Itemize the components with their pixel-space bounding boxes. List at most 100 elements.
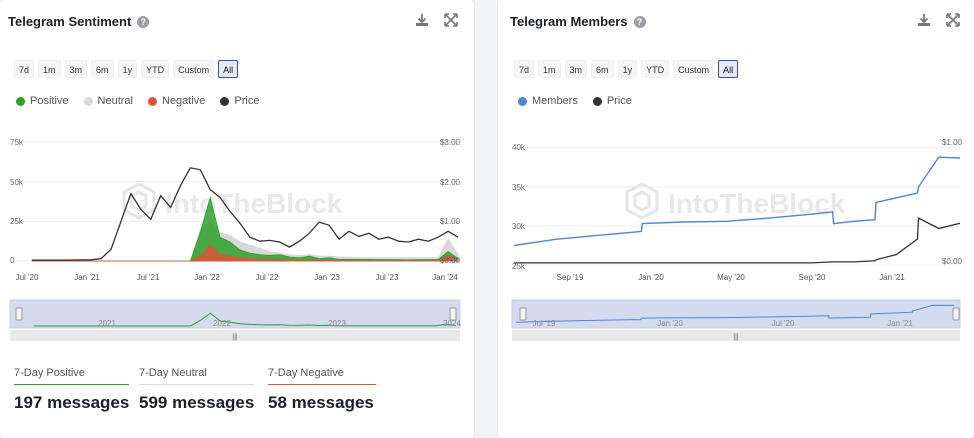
range-1m-button[interactable]: 1m [38, 60, 61, 78]
watermark-logo-icon [122, 182, 156, 220]
y-left-tick: 25k [512, 262, 526, 271]
range-3m-button[interactable]: 3m [64, 60, 88, 78]
legend-item-price[interactable]: Price [592, 95, 632, 107]
range-1y-button[interactable]: 1y [117, 60, 138, 78]
range-custom-button[interactable]: Custom [173, 60, 215, 78]
range-navigator[interactable]: Jul '19 Jan '20 Jul '20 Jan '21 ||| [511, 299, 961, 341]
range-ytd-button[interactable]: YTD [641, 60, 670, 78]
x-tick: Jan '20 [638, 273, 664, 282]
stat-label: 7-Day Positive [14, 367, 129, 385]
stat-label: 7-Day Neutral [139, 367, 254, 385]
legend-dot [220, 96, 230, 106]
range-all-button[interactable]: All [218, 60, 239, 78]
help-icon[interactable]: ? [633, 16, 646, 28]
scrollbar-grip-icon[interactable]: ||| [232, 334, 238, 341]
y-left-tick: 25k [10, 217, 24, 226]
watermark-text: IntoTheBlock [668, 188, 846, 219]
navigator-left-handle[interactable] [15, 307, 23, 321]
navigator-tick: 2024 [443, 319, 461, 328]
legend-item-negative[interactable]: Negative [148, 95, 205, 107]
navigator-tick: Jul '20 [772, 319, 795, 328]
range-navigator[interactable]: 2021 2022 2023 2024 ||| [9, 299, 461, 341]
telegram-members-panel: Telegram Members? 7d 1m 3m 6m 1y YTD Cus… [498, 0, 974, 438]
x-tick: Jul '22 [256, 273, 279, 282]
y-left-tick: 30k [512, 222, 526, 231]
navigator-tick: 2023 [328, 319, 346, 328]
range-ytd-button[interactable]: YTD [141, 60, 170, 78]
y-right-tick: $1.00 [942, 138, 963, 147]
range-custom-button[interactable]: Custom [673, 60, 715, 78]
navigator-right-handle[interactable] [952, 307, 960, 321]
stat-7day-positive: 7-Day Positive 197 messages [14, 367, 129, 413]
range-7d-button[interactable]: 7d [514, 60, 535, 78]
x-tick: Jan '21 [74, 273, 100, 282]
y-left-tick: 0 [10, 256, 15, 265]
x-tick: Jan '22 [194, 273, 220, 282]
range-selector: 7d 1m 3m 6m 1y YTD Custom All [14, 60, 239, 78]
navigator-right-handle[interactable] [449, 307, 457, 321]
legend-dot [592, 96, 602, 106]
help-icon[interactable]: ? [137, 16, 150, 28]
members-chart: IntoTheBlock 40k 35k 30k 25k $1.00 $0.00… [511, 138, 963, 341]
legend-item-price[interactable]: Price [220, 95, 259, 107]
series-price-line [31, 167, 459, 261]
download-icon[interactable] [916, 12, 932, 28]
telegram-sentiment-panel: Telegram Sentiment? 7d 1m 3m 6m 1y YTD C… [0, 0, 474, 438]
legend-item-neutral[interactable]: Neutral [83, 95, 133, 107]
panel-title: Telegram Members? [510, 14, 646, 29]
panel-title: Telegram Sentiment? [8, 14, 150, 29]
range-selector: 7d 1m 3m 6m 1y YTD Custom All [514, 60, 739, 78]
scrollbar-grip-icon[interactable]: ||| [733, 334, 739, 341]
legend-dot [148, 96, 157, 106]
stat-7day-negative: 7-Day Negative 58 messages [268, 367, 376, 413]
x-tick: Jul '21 [137, 273, 160, 282]
x-tick: Jul '23 [376, 273, 399, 282]
range-3m-button[interactable]: 3m [564, 60, 588, 78]
expand-icon[interactable] [443, 12, 459, 28]
x-tick: Jan '21 [879, 273, 905, 282]
watermark: IntoTheBlock [122, 182, 343, 220]
navigator-tick: 2021 [98, 319, 116, 328]
navigator-series [515, 304, 955, 323]
x-tick: Jul '20 [16, 273, 39, 282]
navigator-series [33, 312, 457, 327]
stat-label: 7-Day Negative [268, 367, 376, 385]
x-tick: May '20 [717, 273, 745, 282]
sentiment-chart: IntoTheBlock 75k 50k 25k 0 $3.00 $2.00 $… [9, 138, 461, 341]
navigator-tick: Jul '19 [533, 319, 556, 328]
y-left-tick: 35k [512, 183, 526, 192]
range-6m-button[interactable]: 6m [91, 60, 114, 78]
range-6m-button[interactable]: 6m [591, 60, 614, 78]
legend-item-positive[interactable]: Positive [16, 95, 69, 107]
navigator-tick: 2022 [213, 319, 231, 328]
stat-7day-neutral: 7-Day Neutral 599 messages [139, 367, 254, 413]
stat-value: 58 messages [268, 393, 374, 412]
legend-dot [16, 96, 25, 106]
range-7d-button[interactable]: 7d [14, 60, 35, 78]
y-left-tick: 40k [512, 143, 526, 152]
watermark-logo-icon [625, 182, 659, 220]
x-tick: Jan '24 [432, 273, 458, 282]
navigator-selection[interactable] [511, 299, 961, 329]
y-right-tick: $2.00 [440, 178, 461, 187]
stat-value: 197 messages [14, 393, 130, 412]
navigator-scrollbar[interactable] [512, 330, 960, 341]
legend-item-members[interactable]: Members [518, 95, 578, 107]
y-right-tick: $3.00 [440, 138, 461, 147]
legend-dot [518, 96, 527, 106]
range-1y-button[interactable]: 1y [617, 60, 638, 78]
y-left-tick: 50k [10, 178, 24, 187]
series-negative-area [31, 244, 459, 262]
navigator-selection[interactable] [9, 299, 461, 329]
stat-value: 599 messages [139, 393, 255, 412]
range-1m-button[interactable]: 1m [538, 60, 561, 78]
download-icon[interactable] [414, 12, 430, 28]
x-tick: Jan '23 [314, 273, 340, 282]
series-members-line [513, 156, 961, 247]
expand-icon[interactable] [945, 12, 961, 28]
x-tick: Sep '19 [557, 273, 584, 282]
navigator-scrollbar[interactable] [10, 330, 460, 341]
range-all-button[interactable]: All [718, 60, 739, 78]
navigator-tick: Jan '20 [657, 319, 683, 328]
navigator-left-handle[interactable] [519, 307, 527, 321]
